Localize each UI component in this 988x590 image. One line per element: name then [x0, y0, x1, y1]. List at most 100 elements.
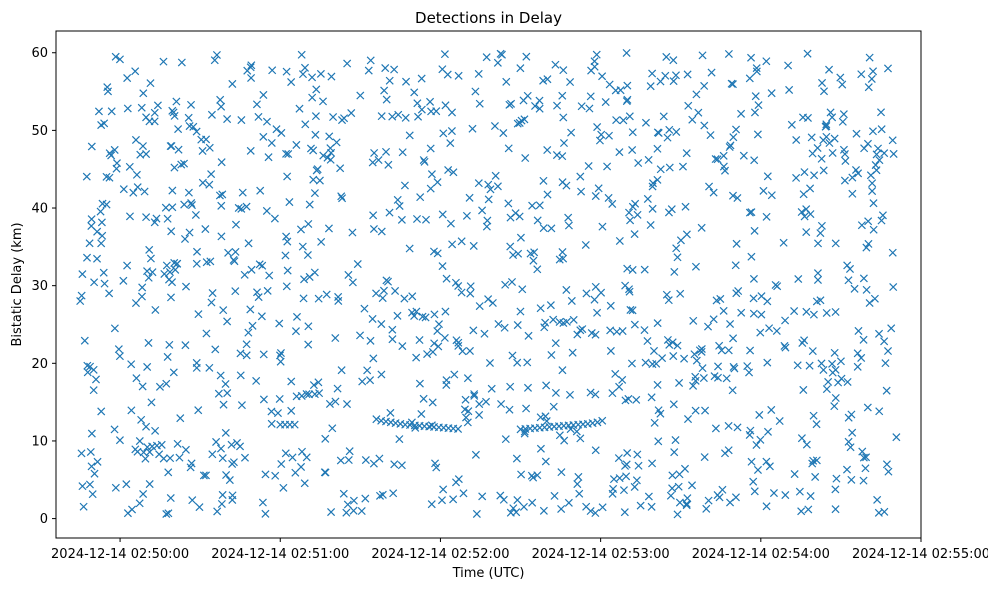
noise-point: [159, 57, 168, 66]
noise-point: [227, 440, 236, 449]
noise-point: [150, 117, 159, 126]
noise-point: [369, 459, 378, 468]
noise-point: [327, 72, 336, 81]
noise-point: [622, 472, 631, 481]
noise-point: [131, 445, 140, 454]
noise-point: [420, 157, 429, 166]
noise-point: [630, 482, 639, 491]
noise-point: [449, 495, 458, 504]
noise-point: [528, 201, 537, 210]
noise-point: [606, 346, 615, 355]
noise-point: [342, 508, 351, 517]
noise-point: [654, 128, 663, 138]
noise-point: [524, 331, 533, 340]
noise-point: [246, 146, 255, 155]
noise-point: [174, 125, 183, 134]
noise-point: [219, 306, 228, 315]
noise-point: [138, 283, 147, 292]
noise-point: [163, 214, 172, 223]
noise-point: [427, 107, 436, 116]
noise-point: [388, 335, 397, 344]
noise-point: [433, 249, 442, 258]
noise-point: [848, 173, 857, 182]
noise-point: [529, 473, 538, 482]
noise-point: [644, 492, 653, 501]
noise-point: [576, 326, 585, 335]
noise-point: [828, 368, 837, 377]
noise-point: [110, 324, 119, 333]
noise-point: [750, 108, 759, 117]
noise-point: [745, 74, 754, 83]
noise-point: [463, 418, 472, 427]
noise-point: [656, 409, 665, 418]
noise-point: [247, 265, 256, 274]
noise-point: [576, 434, 585, 443]
noise-point: [164, 468, 173, 477]
noise-point: [368, 158, 377, 167]
noise-point: [174, 145, 183, 154]
noise-point: [889, 149, 898, 158]
noise-point: [853, 349, 862, 358]
noise-point: [623, 448, 632, 458]
noise-point: [775, 416, 784, 426]
noise-point: [594, 184, 603, 193]
noise-point: [737, 109, 746, 118]
noise-point: [516, 64, 525, 73]
noise-point: [368, 314, 377, 323]
noise-point: [144, 273, 153, 282]
noise-point: [711, 155, 720, 164]
noise-point: [841, 156, 850, 166]
noise-point: [673, 341, 682, 350]
noise-point: [356, 331, 365, 340]
noise-point: [592, 50, 601, 59]
noise-point: [730, 364, 739, 373]
noise-point: [595, 136, 604, 145]
noise-point: [438, 262, 447, 271]
noise-point: [366, 56, 375, 65]
noise-point: [490, 121, 499, 131]
noise-point: [749, 274, 758, 283]
noise-point: [767, 191, 776, 200]
noise-point: [728, 191, 738, 200]
noise-point: [385, 208, 394, 217]
noise-point: [458, 347, 467, 356]
noise-point: [275, 351, 284, 360]
noise-point: [653, 319, 662, 328]
noise-point: [615, 148, 624, 157]
noise-point: [559, 138, 569, 148]
noise-point: [831, 505, 840, 514]
noise-point: [802, 228, 811, 237]
noise-point: [792, 135, 801, 145]
noise-point: [700, 121, 709, 130]
noise-point: [844, 437, 853, 446]
noise-point: [397, 461, 406, 470]
noise-point: [417, 74, 426, 83]
noise-point: [164, 509, 173, 518]
noise-point: [506, 508, 515, 517]
noise-point: [77, 449, 86, 458]
noise-point: [664, 208, 673, 217]
noise-point: [576, 172, 585, 181]
noise-point: [749, 294, 758, 303]
noise-point: [441, 307, 450, 316]
noise-point: [546, 301, 555, 310]
noise-point: [305, 200, 314, 209]
x-tick-label: 2024-12-14 02:54:00: [692, 547, 830, 562]
noise-point: [244, 328, 253, 337]
noise-point: [96, 207, 105, 216]
noise-point: [465, 193, 474, 202]
noise-point: [128, 505, 137, 514]
noise-point: [862, 285, 871, 294]
noise-point: [100, 119, 109, 128]
noise-point: [633, 210, 642, 219]
noise-point: [292, 140, 301, 149]
noise-point: [382, 276, 391, 285]
noise-point: [353, 260, 362, 269]
noise-point: [115, 436, 124, 445]
noise-point: [395, 201, 404, 211]
noise-point: [194, 406, 203, 415]
noise-point: [625, 112, 634, 121]
noise-point: [675, 470, 684, 479]
noise-point: [568, 348, 577, 357]
noise-point: [648, 204, 657, 213]
